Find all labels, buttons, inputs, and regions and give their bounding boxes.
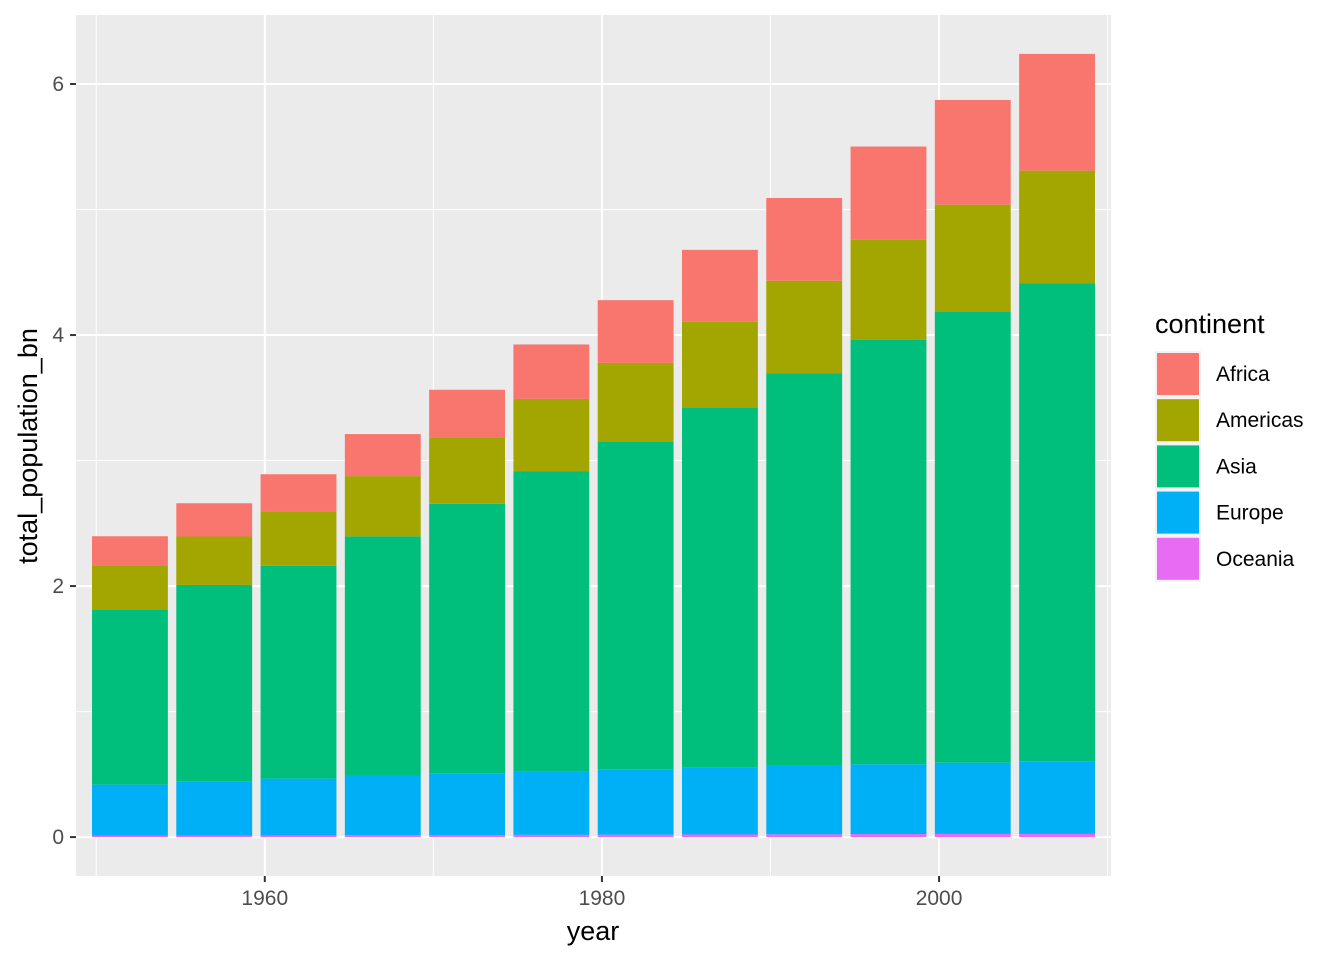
bar-segment-asia-2007 xyxy=(1019,283,1095,762)
legend-swatch-africa xyxy=(1157,353,1199,395)
legend: continent Africa Americas Asia Europe Oceani… xyxy=(1155,309,1304,582)
bar-segment-americas-2002 xyxy=(934,204,1011,312)
y-axis: 0 2 4 6 xyxy=(52,73,76,849)
bars xyxy=(92,53,1095,838)
bar-segment-oceania-1962 xyxy=(260,835,337,838)
bar-segment-asia-1997 xyxy=(850,339,927,765)
legend-label-europe: Europe xyxy=(1216,502,1284,525)
x-axis-title: year xyxy=(567,916,620,946)
bar-segment-americas-1982 xyxy=(597,362,674,442)
bar-segment-asia-1977 xyxy=(513,471,590,772)
bar-segment-americas-2007 xyxy=(1019,170,1095,284)
legend-swatch-asia xyxy=(1157,445,1199,488)
bar-segment-europe-2007 xyxy=(1019,761,1095,834)
legend-label-africa: Africa xyxy=(1216,363,1270,386)
bar-segment-oceania-1982 xyxy=(597,834,674,838)
bar-segment-americas-1987 xyxy=(681,321,758,408)
bar-segment-americas-1962 xyxy=(260,511,337,566)
x-axis: 1960 1980 2000 xyxy=(241,876,962,910)
y-tick-label: 6 xyxy=(52,73,64,96)
bar-segment-asia-1982 xyxy=(597,441,674,770)
legend-label-americas: Americas xyxy=(1216,409,1304,432)
y-tick-label: 2 xyxy=(52,575,64,598)
y-tick-label: 4 xyxy=(52,324,64,347)
bar-segment-africa-1962 xyxy=(260,474,337,512)
bar-segment-europe-1997 xyxy=(850,764,927,835)
bar-segment-americas-1992 xyxy=(766,280,843,374)
bar-segment-africa-1952 xyxy=(92,536,168,566)
bar-segment-europe-1982 xyxy=(597,769,674,835)
bar-segment-americas-1977 xyxy=(513,398,590,472)
bar-segment-americas-1967 xyxy=(344,476,421,537)
bar-segment-asia-1987 xyxy=(681,407,758,768)
bar-segment-oceania-1987 xyxy=(681,834,758,838)
bar-segment-asia-1992 xyxy=(766,373,843,766)
bar-segment-africa-2007 xyxy=(1019,53,1095,171)
bar-segment-oceania-1992 xyxy=(766,834,843,838)
x-tick-label: 1960 xyxy=(241,887,288,910)
bar-segment-europe-1977 xyxy=(513,771,590,835)
bar-segment-africa-1997 xyxy=(850,146,927,240)
bar-segment-oceania-1977 xyxy=(513,834,590,838)
bar-segment-americas-1997 xyxy=(850,239,927,340)
y-tick-label: 0 xyxy=(52,826,64,849)
bar-segment-oceania-2002 xyxy=(934,833,1011,838)
bar-segment-africa-1987 xyxy=(681,249,758,322)
y-axis-title: total_population_bn xyxy=(13,328,43,564)
legend-label-asia: Asia xyxy=(1216,455,1257,478)
legend-swatch-oceania xyxy=(1157,537,1199,580)
bar-segment-oceania-1952 xyxy=(92,835,168,838)
bar-segment-europe-1987 xyxy=(681,767,758,835)
bar-segment-africa-2002 xyxy=(934,99,1011,205)
bar-segment-oceania-1957 xyxy=(176,835,253,838)
bar-segment-asia-1967 xyxy=(344,536,421,776)
legend-swatch-americas xyxy=(1157,399,1199,442)
bar-segment-europe-2002 xyxy=(934,762,1011,834)
legend-title: continent xyxy=(1155,309,1265,339)
bar-segment-europe-1992 xyxy=(766,765,843,835)
bar-segment-oceania-1967 xyxy=(344,835,421,838)
x-tick-label: 1980 xyxy=(579,887,626,910)
bar-segment-africa-1972 xyxy=(429,389,506,438)
bar-segment-europe-1967 xyxy=(344,775,421,836)
bar-segment-asia-1952 xyxy=(92,609,168,785)
legend-label-oceania: Oceania xyxy=(1216,548,1295,571)
bar-segment-europe-1962 xyxy=(260,778,337,836)
bar-segment-oceania-2007 xyxy=(1019,833,1095,838)
bar-segment-africa-1967 xyxy=(344,434,421,477)
bar-segment-asia-2002 xyxy=(934,311,1011,763)
bar-segment-europe-1957 xyxy=(176,781,253,836)
bar-segment-africa-1982 xyxy=(597,300,674,363)
bar-segment-asia-1962 xyxy=(260,565,337,779)
bar-segment-oceania-1972 xyxy=(429,835,506,838)
bar-segment-africa-1957 xyxy=(176,503,253,537)
bar-segment-asia-1957 xyxy=(176,584,253,782)
bar-segment-oceania-1997 xyxy=(850,834,927,838)
bar-segment-africa-1992 xyxy=(766,197,843,281)
bar-segment-americas-1952 xyxy=(92,565,168,610)
bar-segment-africa-1977 xyxy=(513,344,590,399)
bar-segment-europe-1952 xyxy=(92,784,168,836)
x-tick-label: 2000 xyxy=(916,887,963,910)
bar-segment-asia-1972 xyxy=(429,503,506,774)
bar-segment-americas-1972 xyxy=(429,437,506,504)
legend-swatch-europe xyxy=(1157,491,1199,534)
bar-segment-americas-1957 xyxy=(176,536,253,585)
bar-segment-europe-1972 xyxy=(429,773,506,836)
